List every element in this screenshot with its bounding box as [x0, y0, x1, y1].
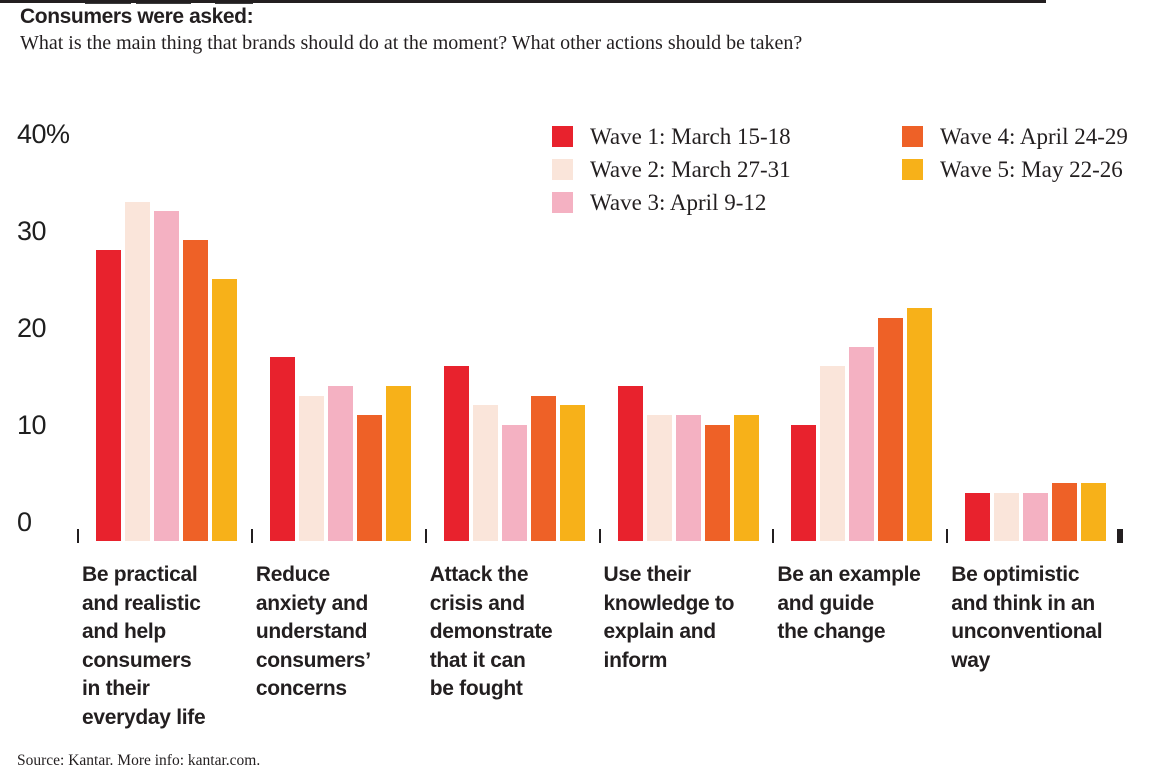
category-label-line: and realistic	[82, 591, 201, 615]
category-label: Be practical and realistic and help consume…	[82, 561, 254, 732]
x-axis-tick	[598, 529, 601, 543]
bar	[385, 385, 411, 541]
bar	[791, 424, 817, 541]
x-axis-tick	[772, 529, 775, 543]
bar	[269, 356, 295, 541]
category-label-line: unconventional	[951, 620, 1103, 643]
category-label-line: in their	[82, 677, 150, 700]
bar	[617, 385, 643, 541]
x-axis-tick	[424, 529, 427, 543]
bar	[733, 414, 759, 541]
category-label-line: and help	[82, 620, 166, 643]
bar	[212, 279, 237, 541]
legend-swatch	[552, 192, 573, 213]
x-axis-tick	[946, 529, 949, 543]
bar	[356, 414, 382, 541]
bar	[530, 395, 556, 541]
category-label-line: everyday life	[82, 705, 206, 729]
y-axis-label: 10	[17, 410, 47, 440]
category-label-line: anxiety and	[255, 591, 369, 615]
bar	[675, 414, 701, 541]
legend-label: Wave 4: April 24-29	[940, 124, 1128, 149]
bar	[878, 317, 904, 541]
bar	[443, 366, 469, 541]
legend-label: Wave 2: March 27-31	[590, 157, 791, 182]
category-label-line: consumers’	[255, 648, 371, 672]
bar	[646, 414, 672, 541]
category-label-line: Reduce	[255, 563, 330, 586]
category-label-line: Be an example	[777, 563, 921, 586]
category-label-line: be fought	[429, 677, 523, 700]
category-label: Be optimistic and think in an unconvention…	[951, 561, 1123, 675]
bar	[1081, 482, 1107, 541]
category-label-line: the change	[777, 620, 886, 643]
category-label-line: Be optimistic	[951, 563, 1080, 586]
bar	[1052, 482, 1078, 541]
bar	[96, 250, 121, 541]
bar	[820, 366, 846, 541]
category-label-line: inform	[603, 648, 668, 672]
bar	[154, 211, 179, 541]
bar	[327, 385, 353, 541]
legend-label: Wave 5: May 22-26	[940, 157, 1123, 182]
bar	[1023, 492, 1049, 541]
category-label-line: knowledge to	[603, 591, 735, 615]
category-label-line: explain and	[603, 620, 717, 643]
y-axis-label: 20	[17, 313, 47, 343]
y-axis-label: 0	[17, 507, 32, 537]
category-label-line: Attack the	[429, 563, 529, 586]
chart-title: Consumers were asked:	[20, 5, 254, 28]
category-label-line: understand	[255, 620, 368, 643]
category-label: Attack the crisis and demonstrate that it c…	[430, 561, 602, 704]
bar	[298, 395, 324, 541]
chart-subtitle: What is the main thing that brands shoul…	[20, 32, 803, 54]
legend-label: Wave 1: March 15-18	[590, 124, 791, 149]
category-label-line: Be practical	[82, 563, 198, 586]
legend-label: Wave 3: April 9-12	[590, 190, 767, 215]
category-label: Use their knowledge to explain and inform	[604, 561, 776, 675]
bar	[849, 347, 875, 541]
bar	[559, 405, 585, 541]
category-label-line: that it can	[429, 648, 526, 672]
y-axis-label: 40%	[17, 119, 70, 149]
bar	[994, 492, 1020, 541]
legend-swatch	[552, 126, 573, 147]
source-note: Source: Kantar. More info: kantar.com.	[17, 752, 261, 769]
category-label: Reduce anxiety and understand consumers’ con…	[256, 561, 428, 704]
category-label-line: consumers	[82, 648, 192, 672]
category-label-line: and guide	[777, 591, 874, 615]
category-label-line: and think in an	[951, 591, 1095, 615]
category-label-line: crisis and	[429, 591, 525, 615]
legend-swatch	[902, 126, 923, 147]
legend-swatch	[902, 159, 923, 180]
bar	[704, 424, 730, 541]
category-label-line: way	[951, 648, 991, 672]
x-axis-line	[0, 0, 1046, 3]
legend-swatch	[552, 159, 573, 180]
category-label-line: demonstrate	[429, 620, 553, 643]
bar	[472, 405, 498, 541]
bar	[183, 240, 208, 541]
category-label: Be an example and guide the change	[777, 561, 949, 647]
x-axis-tick	[77, 529, 79, 543]
bar	[965, 492, 991, 541]
category-label-line: concerns	[255, 677, 347, 700]
bar	[501, 424, 527, 541]
bar	[125, 201, 150, 541]
category-label-line: Use their	[603, 563, 691, 586]
x-axis-tick	[250, 529, 253, 543]
y-axis-label: 30	[17, 216, 47, 246]
bar	[907, 308, 933, 541]
x-axis-end-tick	[1117, 529, 1123, 543]
